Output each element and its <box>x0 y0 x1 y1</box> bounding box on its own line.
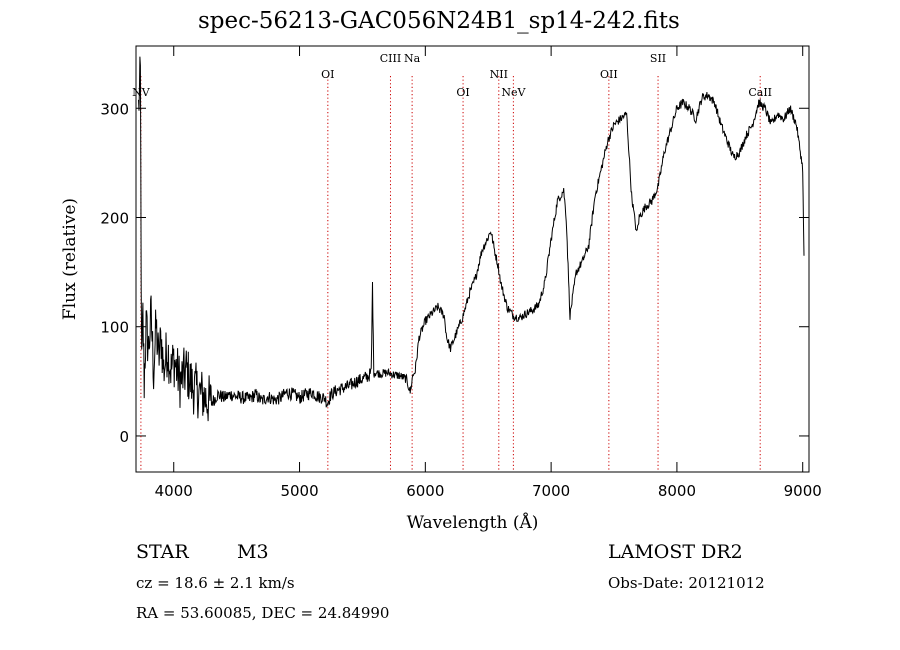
line-marker-label: NeV <box>501 86 526 99</box>
axis-ticks: 4000 5000 6000 7000 8000 9000 0 100 200 300 <box>100 46 822 500</box>
x-tick-label: 7000 <box>532 482 570 500</box>
x-tick-label: 6000 <box>406 482 444 500</box>
spectrum-series <box>138 56 805 422</box>
y-axis-label: Flux (relative) <box>60 198 80 320</box>
spectral-line-markers: NV OI CIII Na OI NII NeV OII SII CaII <box>132 52 772 472</box>
redshift-value: cz = 18.6 ± 2.1 km/s <box>136 574 295 592</box>
x-tick-label: 4000 <box>155 482 193 500</box>
line-marker-label: NV <box>132 86 151 99</box>
chart-title: spec-56213-GAC056N24B1_sp14-242.fits <box>198 8 680 34</box>
line-marker-label: OI <box>456 86 469 99</box>
y-tick-label: 0 <box>119 428 129 446</box>
y-tick-label: 300 <box>100 100 129 118</box>
coordinates: RA = 53.60085, DEC = 24.84990 <box>136 604 390 622</box>
axis-labels: Wavelength (Å) Flux (relative) <box>60 198 538 533</box>
plot-frame <box>135 45 810 473</box>
x-tick-label: 9000 <box>784 482 822 500</box>
object-subclass: M3 <box>237 541 269 563</box>
line-marker-label: OI <box>321 68 334 81</box>
y-tick-label: 200 <box>100 209 129 227</box>
line-marker-label: CaII <box>748 86 772 99</box>
line-marker-label: CIII <box>380 52 401 65</box>
observation-date: Obs-Date: 20121012 <box>608 574 765 592</box>
survey-name: LAMOST DR2 <box>608 541 743 563</box>
x-axis-label: Wavelength (Å) <box>407 512 539 533</box>
line-marker-label: SII <box>650 52 666 65</box>
line-marker-label: NII <box>490 68 508 81</box>
x-tick-label: 5000 <box>280 482 318 500</box>
y-tick-label: 100 <box>100 319 129 337</box>
object-type: STAR <box>136 541 189 563</box>
line-marker-label: Na <box>404 52 421 65</box>
line-marker-label: OII <box>600 68 618 81</box>
spectrum-line <box>138 56 805 422</box>
x-tick-label: 8000 <box>658 482 696 500</box>
